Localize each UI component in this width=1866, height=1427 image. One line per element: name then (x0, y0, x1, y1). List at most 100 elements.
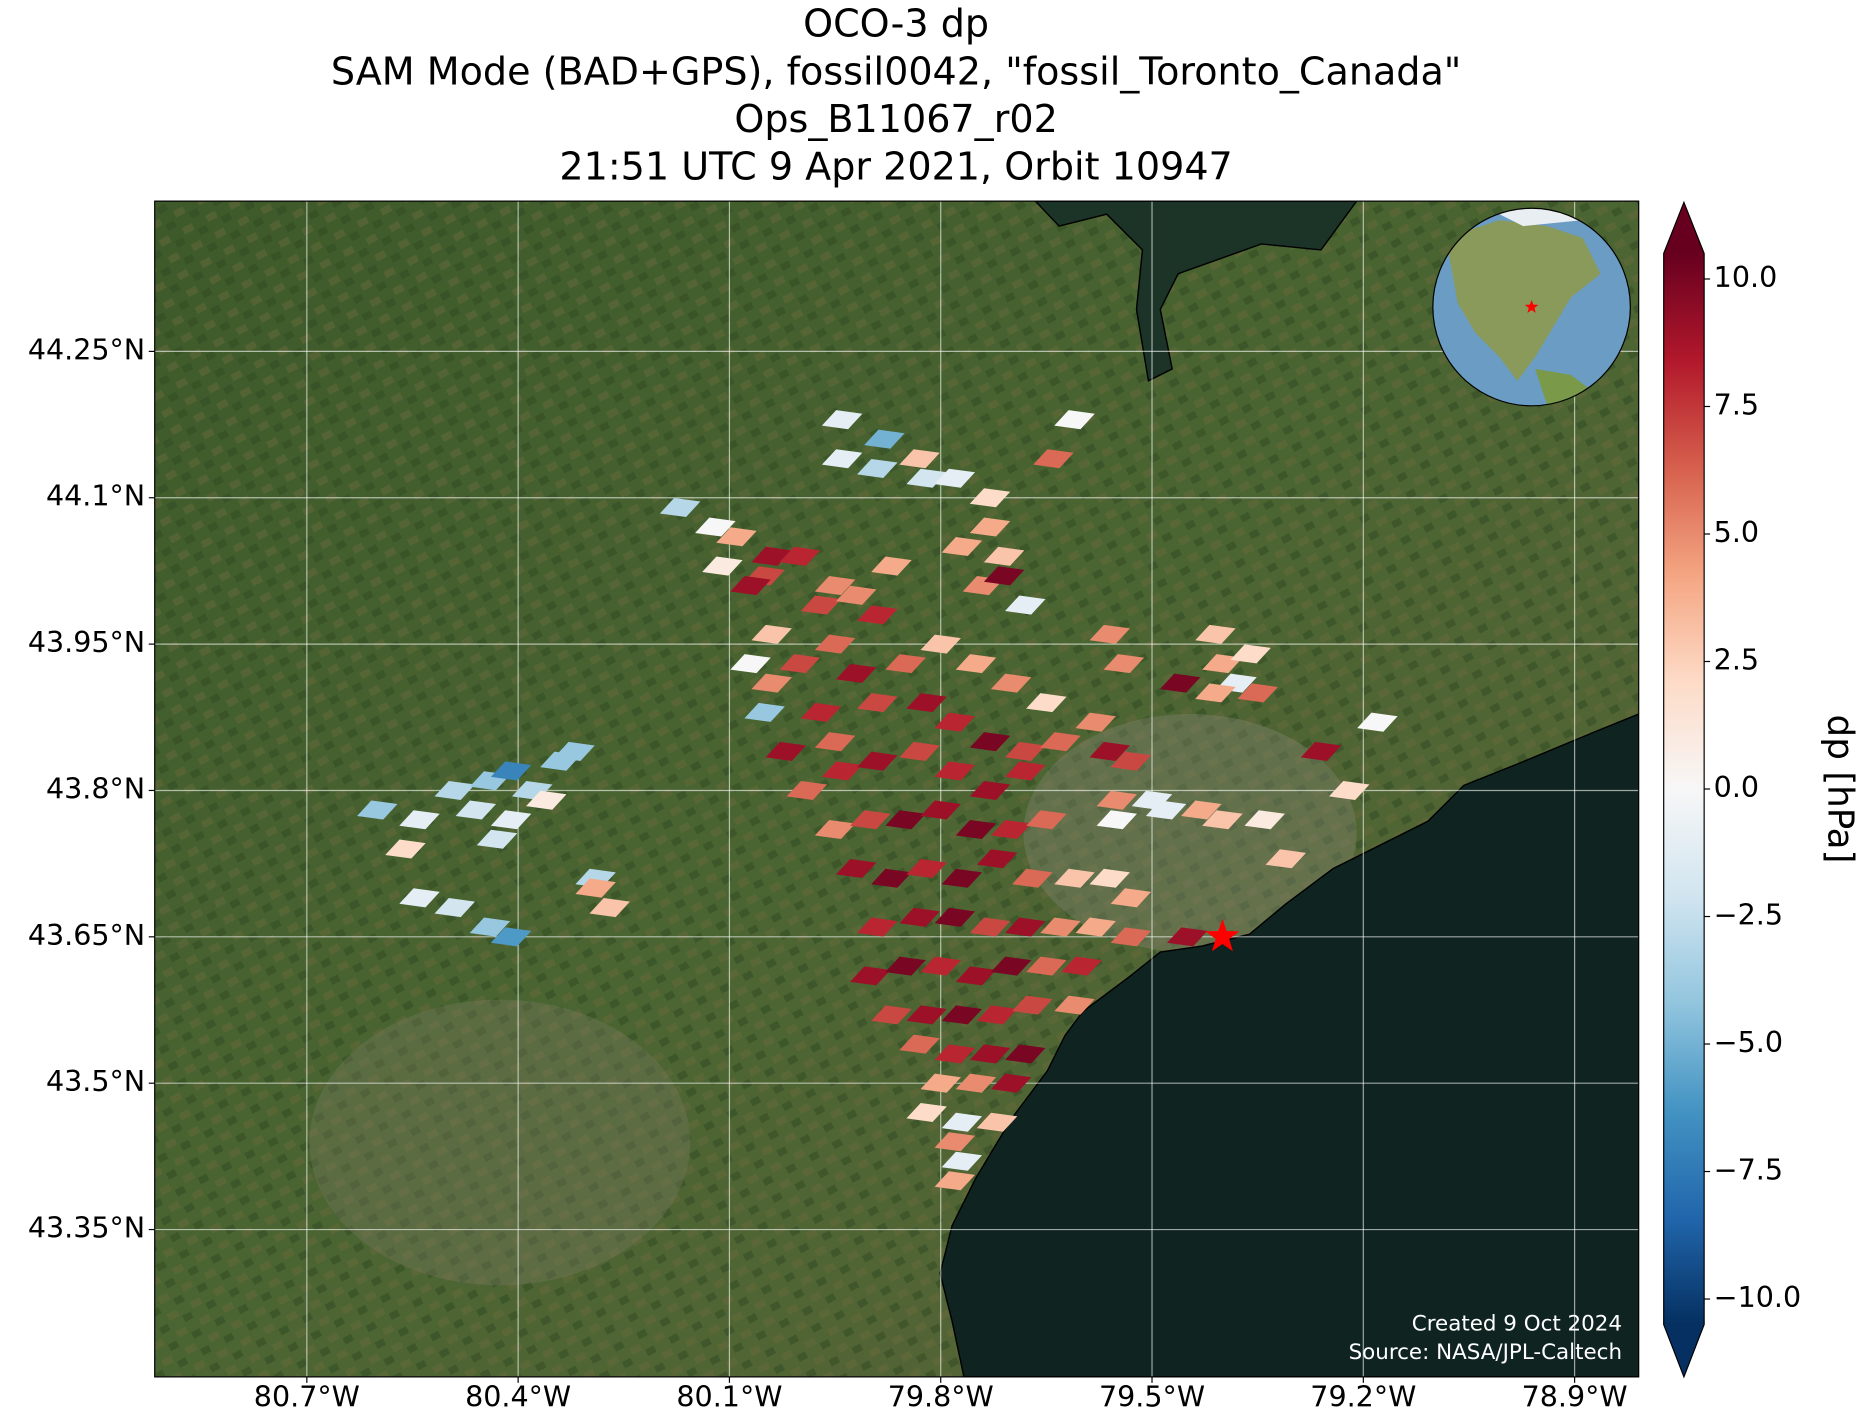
sounding (1265, 849, 1307, 869)
sounding (941, 1151, 983, 1171)
x-tick-label: 80.1°W (676, 1379, 782, 1413)
sounding (1357, 712, 1398, 732)
chart-title: SAM Mode (BAD+GPS), fossil0042, "fossil_… (331, 49, 1461, 93)
sounding (1110, 751, 1152, 771)
y-tick-label: 44.1°N (46, 479, 145, 513)
sounding (490, 810, 532, 830)
sounding (1110, 888, 1152, 908)
sounding (983, 546, 1025, 566)
sounding (1026, 956, 1067, 976)
sounding (941, 868, 983, 888)
sounding (385, 839, 426, 859)
colorbar-extend-max (1663, 202, 1705, 254)
inset-globe (1432, 207, 1631, 407)
sounding (821, 761, 863, 781)
sounding (920, 634, 961, 654)
sounding (1040, 917, 1081, 937)
sounding (934, 712, 976, 732)
sounding (399, 888, 440, 908)
colorbar-tick-label: 7.5 (1714, 387, 1759, 421)
sounding (1167, 927, 1208, 947)
sounding (1012, 995, 1053, 1015)
sounding (920, 956, 961, 976)
sounding (1244, 810, 1285, 830)
basemap (154, 201, 1639, 1377)
sounding (1040, 732, 1081, 752)
chart-title: Ops_B11067_r02 (734, 97, 1057, 141)
credit: Created 9 Oct 2024 (1412, 1312, 1622, 1337)
colorbar-tick-label: −5.0 (1714, 1025, 1783, 1059)
sounding (857, 605, 898, 625)
sounding (906, 1102, 947, 1122)
map-layer (154, 201, 1639, 1377)
sounding (800, 702, 842, 722)
colorbar-label: dp [hPa] (1820, 715, 1861, 864)
colorbar-tick-label: −10.0 (1714, 1280, 1801, 1314)
sounding (857, 751, 898, 771)
sounding (871, 868, 912, 888)
sounding (990, 673, 1032, 693)
sounding (716, 527, 757, 547)
sounding (814, 576, 856, 596)
sounding (955, 966, 997, 986)
sounding (850, 810, 891, 830)
chart-title: 21:51 UTC 9 Apr 2021, Orbit 10947 (559, 144, 1232, 188)
sounding (821, 410, 863, 430)
colorbar-tick-label: 0.0 (1714, 770, 1759, 804)
colorbar-tick-label: 10.0 (1714, 260, 1778, 294)
sounding (899, 741, 940, 761)
y-tick-label: 43.35°N (28, 1211, 145, 1245)
sounding (1054, 995, 1095, 1015)
sounding (1033, 449, 1074, 469)
y-tick-label: 43.65°N (28, 918, 145, 952)
sounding (976, 849, 1018, 869)
x-tick-label: 80.7°W (254, 1379, 360, 1413)
x-tick-label: 79.2°W (1310, 1379, 1416, 1413)
sounding (1202, 810, 1243, 830)
sounding (920, 1073, 961, 1093)
sounding (990, 956, 1032, 976)
sounding (941, 537, 983, 557)
colorbar-extend-min (1663, 1324, 1705, 1377)
sounding (1005, 1044, 1046, 1064)
sounding (554, 741, 595, 761)
sounding (800, 595, 842, 615)
sounding (814, 819, 856, 840)
sounding (1089, 868, 1130, 888)
sounding (920, 800, 961, 820)
y-tick-label: 44.25°N (28, 332, 145, 366)
sounding (779, 546, 821, 566)
sounding (864, 429, 905, 449)
sounding (969, 917, 1011, 937)
sounding (751, 624, 792, 644)
sounding (399, 810, 440, 830)
sounding (1012, 868, 1053, 888)
sounding (821, 449, 863, 469)
sounding (814, 634, 856, 654)
sounding (835, 585, 877, 605)
sounding (899, 1034, 940, 1054)
sounding (469, 917, 511, 937)
sounding (835, 859, 877, 879)
sounding (490, 761, 532, 781)
globe-target (1524, 299, 1539, 313)
sounding (814, 732, 856, 752)
sounding (1230, 644, 1271, 664)
sounding (526, 790, 567, 810)
sounding (434, 898, 475, 918)
y-tick-label: 43.95°N (28, 625, 145, 659)
sounding (1005, 761, 1046, 781)
sounding (730, 654, 771, 674)
colorbar (1663, 253, 1705, 1325)
map-frame (154, 200, 1640, 1378)
x-tick-label: 80.4°W (465, 1379, 571, 1413)
sounding (885, 810, 926, 830)
sounding (1103, 654, 1145, 674)
sounding (941, 1112, 983, 1132)
target-marker (1205, 918, 1240, 952)
sounding (455, 800, 497, 820)
sounding (765, 741, 807, 761)
colorbar-tick-label: 2.5 (1714, 643, 1759, 677)
sounding (1005, 917, 1046, 937)
sounding (969, 732, 1011, 752)
